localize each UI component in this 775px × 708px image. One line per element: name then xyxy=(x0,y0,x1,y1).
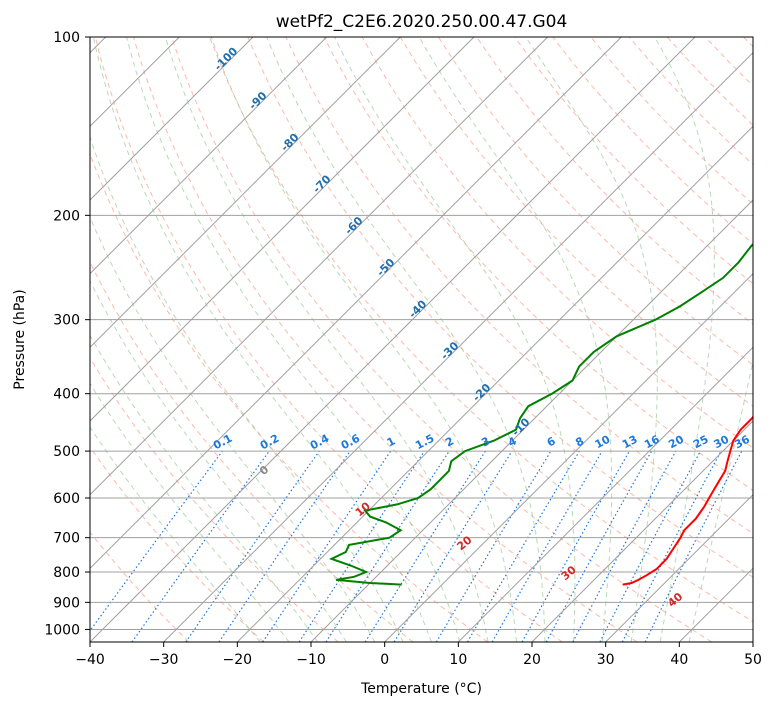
mixing-ratio-line xyxy=(325,450,450,642)
isotherm-line xyxy=(605,493,753,642)
plot-frame xyxy=(89,36,754,643)
mixing-ratio-line xyxy=(131,450,270,642)
isotherm-line xyxy=(531,420,753,642)
x-tick-label: 50 xyxy=(744,652,762,668)
y-tick-label: 400 xyxy=(53,387,80,403)
y-tick-label: 800 xyxy=(53,565,80,581)
mixing-ratio-line xyxy=(521,450,631,642)
isotherm-line xyxy=(90,37,475,422)
mixing-ratio-label: 13 xyxy=(620,433,640,452)
mixing-ratio-line xyxy=(572,450,677,642)
dry-adiabat xyxy=(476,37,753,325)
mixing-ratio-line xyxy=(90,450,223,632)
y-tick-label: 100 xyxy=(53,30,80,46)
y-tick-label: 900 xyxy=(53,595,80,611)
x-tick-label: 0 xyxy=(380,652,389,668)
dry-adiabat xyxy=(90,356,339,642)
dry-adiabat xyxy=(94,37,563,642)
moist-adiabat xyxy=(90,135,404,642)
mixing-ratio-lines xyxy=(90,450,743,642)
dry-adiabat xyxy=(437,37,753,366)
moist-adiabat xyxy=(334,37,576,642)
mixing-ratio-line xyxy=(644,450,743,642)
chart-title: wetPf2_C2E6.2020.250.00.47.G04 xyxy=(276,12,568,32)
mixing-ratio-line xyxy=(545,450,653,642)
x-tick-label: −10 xyxy=(296,652,326,668)
y-tick-label: 700 xyxy=(53,531,80,547)
isotherm-line xyxy=(384,272,753,642)
sounding-traces xyxy=(328,243,753,586)
mixing-ratio-line xyxy=(298,450,425,642)
dewpoint-trace xyxy=(328,243,753,586)
moist-adiabat xyxy=(90,279,347,642)
dry-adiabat xyxy=(247,37,753,578)
dry-adiabat xyxy=(170,37,712,642)
moist-adiabat xyxy=(525,37,658,642)
isotherm-line xyxy=(163,51,753,642)
mixing-ratio-line xyxy=(185,450,320,642)
moist-adiabat xyxy=(126,37,461,642)
isotherm-line xyxy=(90,37,328,275)
temperature-trace xyxy=(622,415,753,586)
dry-adiabat xyxy=(90,152,488,642)
mixing-ratio-label: 10 xyxy=(593,432,613,451)
x-tick-label: 10 xyxy=(449,652,467,668)
moist-adiabats xyxy=(90,37,753,642)
x-tick-label: 30 xyxy=(597,652,615,668)
mixing-ratio-line xyxy=(262,450,392,642)
isotherm-line xyxy=(90,37,696,642)
x-tick-label: −40 xyxy=(75,652,105,668)
mixing-ratio-line xyxy=(393,450,513,642)
moist-adiabat xyxy=(90,334,319,642)
isotherm-line xyxy=(90,37,549,496)
mixing-ratio-label: 20 xyxy=(666,432,686,451)
mixing-ratio-label: 25 xyxy=(691,433,711,452)
x-tick-label: −20 xyxy=(223,652,253,668)
mixing-ratio-label: 30 xyxy=(712,433,732,452)
isotherm-line xyxy=(457,346,753,642)
isotherm-line xyxy=(236,125,753,642)
moist-adiabat xyxy=(418,37,613,642)
x-tick-label: −30 xyxy=(149,652,179,668)
y-tick-label: 600 xyxy=(53,491,80,507)
x-tick-label: 20 xyxy=(523,652,541,668)
mixing-ratio-label: 36 xyxy=(732,433,752,452)
dry-adiabat xyxy=(323,37,753,491)
mixing-ratio-line xyxy=(218,450,351,642)
dry-adiabat xyxy=(209,37,753,623)
moist-adiabat xyxy=(688,358,753,642)
y-tick-label: 300 xyxy=(53,313,80,329)
moist-adiabat xyxy=(164,37,489,642)
dry-adiabat xyxy=(361,37,753,449)
y-axis-ticks: 100 200 300 400 500 600 700 800 900 1000 xyxy=(44,30,90,638)
moist-adiabat xyxy=(92,37,432,642)
moist-adiabat xyxy=(90,215,376,642)
moist-adiabat xyxy=(210,37,517,642)
isotherm-line xyxy=(90,37,622,570)
moist-adiabat xyxy=(654,37,715,642)
y-axis-label: Pressure (hPa) xyxy=(12,289,28,389)
mixing-ratio-label: 16 xyxy=(642,433,662,452)
y-tick-label: 500 xyxy=(53,444,80,460)
dry-adiabat xyxy=(90,260,414,642)
plot-area xyxy=(90,37,753,642)
x-tick-label: 40 xyxy=(670,652,688,668)
isotherm-line xyxy=(90,37,254,201)
isotherm-line xyxy=(90,37,401,349)
x-axis-label: Temperature (°C) xyxy=(360,681,482,697)
y-tick-label: 1000 xyxy=(44,622,80,638)
y-tick-label: 200 xyxy=(53,208,80,224)
x-axis-ticks: −40 −30 −20 −10 0 10 20 30 40 50 xyxy=(75,642,762,668)
